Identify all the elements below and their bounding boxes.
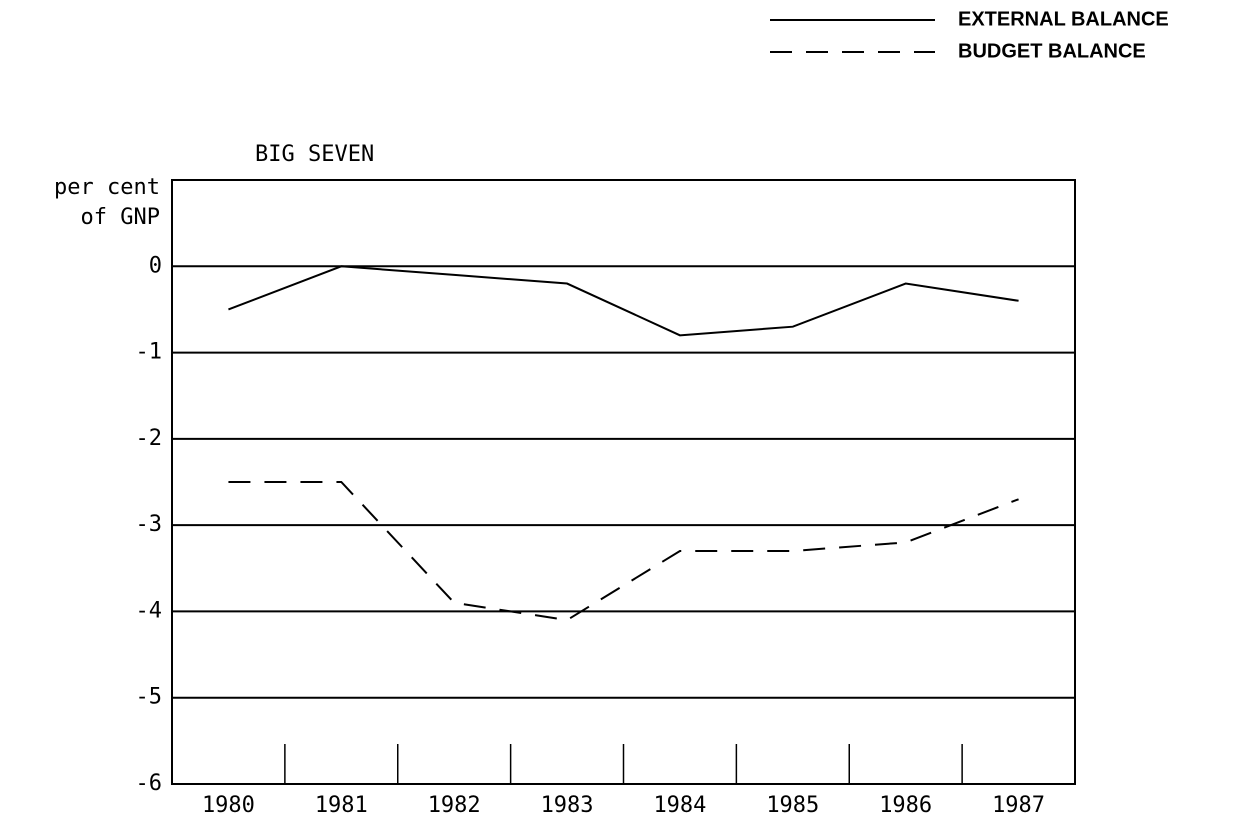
x-tick-label: 1980 — [202, 793, 255, 818]
chart-title: BIG SEVEN — [255, 142, 374, 167]
y-tick-label: -6 — [136, 771, 163, 796]
y-tick-label: -3 — [136, 512, 163, 537]
x-tick-label: 1986 — [879, 793, 932, 818]
y-tick-label: -2 — [136, 426, 163, 451]
y-axis-label: of GNP — [81, 205, 160, 230]
x-tick-label: 1981 — [315, 793, 368, 818]
x-tick-label: 1983 — [541, 793, 594, 818]
y-axis-label: per cent — [54, 175, 160, 200]
legend-label: EXTERNAL BALANCE — [958, 8, 1169, 30]
x-tick-label: 1982 — [428, 793, 481, 818]
y-tick-label: -4 — [136, 598, 163, 623]
x-tick-label: 1987 — [992, 793, 1045, 818]
x-tick-label: 1985 — [766, 793, 819, 818]
y-tick-label: -5 — [136, 685, 163, 710]
x-tick-label: 1984 — [653, 793, 706, 818]
y-tick-label: 0 — [149, 253, 162, 278]
series-line — [228, 481, 1019, 622]
legend-label: BUDGET BALANCE — [958, 40, 1146, 62]
series-line — [228, 265, 1019, 337]
y-tick-label: -1 — [136, 340, 163, 365]
